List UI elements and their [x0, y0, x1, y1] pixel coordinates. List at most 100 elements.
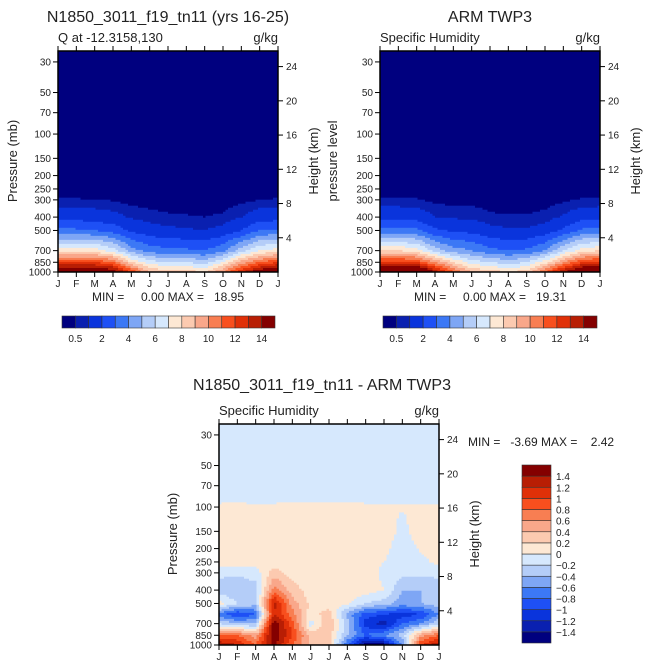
contour-band-cell: [234, 606, 237, 610]
contour-band-cell: [427, 237, 431, 245]
contour-band-cell: [118, 255, 121, 261]
contour-band-cell: [220, 235, 224, 245]
contour-band-cell: [219, 634, 222, 640]
contour-band-cell: [401, 616, 405, 624]
contour-band-cell: [275, 257, 279, 261]
contour-band-cell: [447, 265, 451, 271]
contour-band-cell: [70, 239, 74, 245]
contour-band-cell: [271, 588, 275, 596]
contour-band-cell: [472, 267, 476, 273]
contour-band-cell: [434, 620, 437, 626]
contour-band-cell: [241, 642, 245, 646]
contour-band-cell: [422, 261, 426, 265]
contour-band-cell: [450, 231, 453, 241]
contour-band-cell: [577, 207, 581, 223]
contour-band-cell: [125, 261, 129, 267]
contour-band-cell: [434, 612, 437, 618]
contour-band-cell: [582, 237, 586, 245]
contour-band-cell: [406, 590, 410, 608]
contour-band-cell: [537, 235, 541, 245]
contour-band-cell: [407, 219, 411, 229]
contour-band-cell: [251, 608, 255, 614]
contour-band-cell: [68, 257, 71, 261]
contour-band-cell: [371, 606, 375, 610]
contour-band-cell: [65, 197, 69, 209]
contour-band-cell: [440, 203, 443, 219]
contour-band-cell: [78, 239, 81, 245]
contour-band-cell: [525, 257, 528, 263]
contour-band-cell: [183, 247, 186, 255]
contour-band-cell: [291, 424, 295, 503]
contour-band-cell: [311, 620, 315, 626]
contour-band-cell: [336, 502, 340, 610]
contour-band-cell: [238, 269, 241, 273]
contour-band-cell: [238, 267, 241, 271]
contour-band-cell: [269, 592, 272, 600]
contour-band-cell: [255, 251, 259, 255]
colorbar-label: −0.8: [556, 595, 576, 606]
contour-band-cell: [95, 209, 99, 223]
contour-band-cell: [230, 251, 234, 257]
contour-band-cell: [90, 251, 94, 255]
colorbar-box: [583, 315, 598, 329]
colorbar-box: [462, 315, 477, 329]
contour-band-cell: [75, 229, 79, 235]
contour-band-cell: [560, 259, 563, 265]
contour-band-cell: [245, 51, 249, 203]
contour-band-cell: [426, 632, 430, 636]
contour-band-cell: [93, 253, 96, 259]
contour-band-cell: [387, 263, 391, 267]
contour-band-cell: [274, 504, 277, 570]
contour-band-cell: [130, 217, 134, 233]
contour-band-cell: [235, 253, 239, 257]
contour-band-cell: [123, 235, 126, 243]
contour-band-cell: [245, 267, 249, 271]
contour-band-cell: [429, 630, 432, 634]
contour-band-cell: [386, 554, 390, 598]
contour-band-cell: [286, 502, 290, 578]
contour-band-cell: [304, 424, 307, 503]
contour-band-cell: [427, 265, 431, 269]
contour-band-cell: [432, 261, 436, 265]
contour-band-cell: [246, 634, 250, 642]
contour-band-cell: [507, 249, 511, 257]
contour-band-cell: [80, 51, 84, 201]
contour-band-cell: [249, 580, 252, 608]
contour-band-cell: [385, 237, 388, 243]
contour-band-cell: [236, 624, 240, 628]
contour-band-cell: [235, 267, 239, 273]
y-right-tick-label: 20: [286, 96, 298, 107]
contour-band-cell: [265, 235, 269, 241]
contour-band-cell: [245, 261, 249, 267]
contour-band-cell: [130, 251, 134, 257]
contour-band-cell: [215, 51, 219, 215]
contour-band-cell: [344, 502, 347, 606]
contour-band-cell: [276, 640, 280, 646]
contour-band-cell: [60, 207, 64, 221]
contour-band-cell: [371, 612, 375, 618]
contour-band-cell: [105, 245, 109, 253]
contour-band-cell: [396, 608, 400, 614]
contour-band-cell: [145, 259, 149, 265]
contour-band-cell: [78, 197, 81, 209]
contour-band-cell: [407, 237, 411, 245]
contour-band-cell: [253, 231, 256, 239]
contour-band-cell: [113, 255, 116, 259]
contour-band-cell: [392, 241, 396, 247]
contour-band-cell: [234, 628, 237, 632]
contour-band-cell: [263, 235, 266, 241]
contour-band-cell: [417, 229, 421, 237]
contour-band-cell: [233, 263, 236, 267]
contour-band-cell: [557, 267, 561, 273]
contour-band-cell: [585, 261, 588, 265]
contour-band-cell: [405, 251, 408, 255]
contour-band-cell: [185, 253, 189, 259]
contour-band-cell: [552, 265, 556, 269]
contour-band-cell: [213, 253, 216, 259]
contour-band-cell: [429, 604, 432, 610]
contour-band-cell: [424, 638, 427, 644]
contour-band-cell: [228, 51, 231, 209]
contour-band-cell: [560, 229, 563, 237]
contour-band-cell: [275, 261, 279, 265]
